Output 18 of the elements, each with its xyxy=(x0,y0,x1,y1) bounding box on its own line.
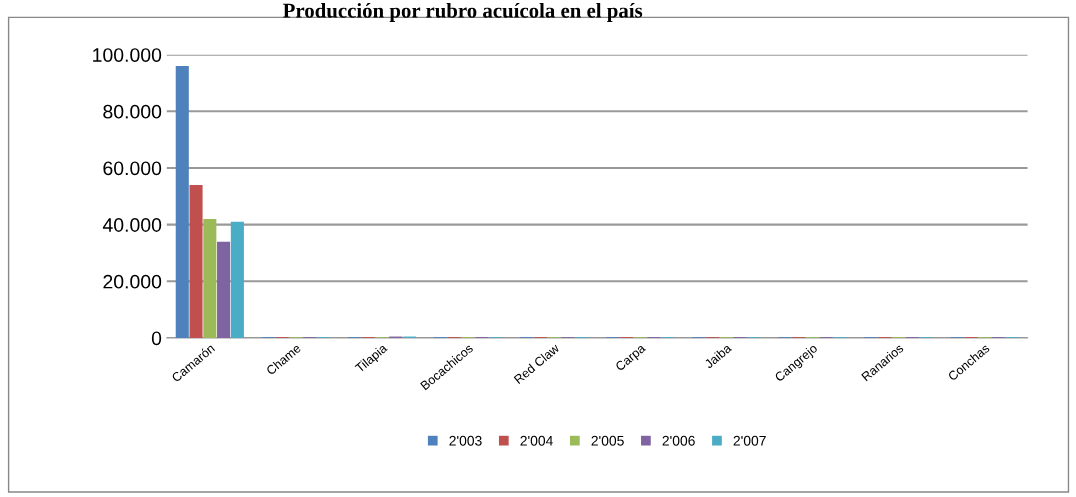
legend-label: 2'005 xyxy=(591,435,624,446)
y-tick-label: 20.000 xyxy=(103,274,162,289)
bar xyxy=(217,241,231,338)
y-tick-label: 60.000 xyxy=(103,161,162,176)
bar xyxy=(189,184,203,338)
bar xyxy=(203,218,217,338)
y-tick-label: 40.000 xyxy=(102,218,162,232)
chart-title: Producción por rubro acuícola en el país xyxy=(283,2,643,22)
y-tick-label: 100.000 xyxy=(93,48,162,62)
y-tick-label: 0 xyxy=(151,331,162,346)
y-tick-label: 80.000 xyxy=(103,104,162,119)
legend-label: 2'004 xyxy=(520,435,553,446)
bar xyxy=(175,66,189,338)
legend-label: 2'003 xyxy=(449,435,482,446)
legend-label: 2'007 xyxy=(733,435,766,446)
bar xyxy=(230,221,244,338)
legend-label: 2'006 xyxy=(662,435,695,446)
x-tick-label: Red Claw xyxy=(513,342,561,385)
